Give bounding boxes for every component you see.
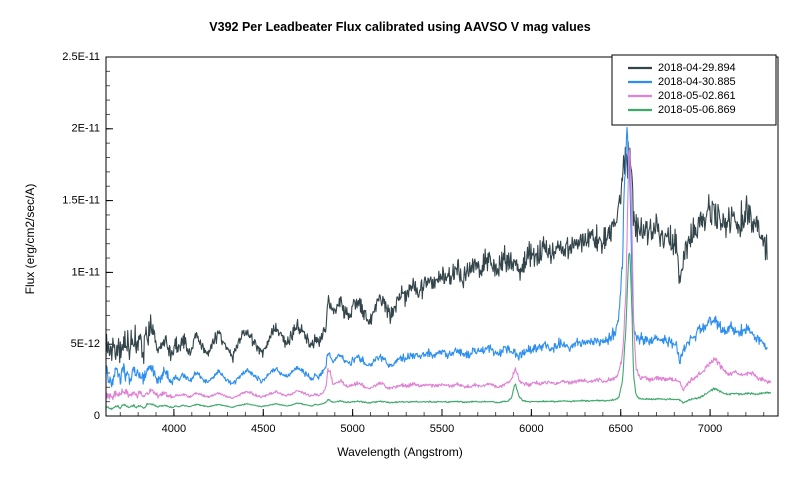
y-tick-label: 2.5E-11 [62,51,100,63]
x-tick-label: 5000 [340,423,364,435]
series-line-4 [105,252,772,410]
x-tick-label: 5500 [430,423,454,435]
series-line-3 [105,149,772,401]
y-tick-label: 0 [94,410,100,422]
x-tick-label: 6000 [519,423,543,435]
y-tick-label: 1.5E-11 [62,195,100,207]
series-line-2 [105,126,768,388]
series-line-1 [105,141,768,365]
legend-box [611,54,777,126]
chart-legend: 2018-04-29.894 2018-04-30.885 2018-05-02.8… [611,54,777,126]
y-tick-label: 1E-11 [71,266,100,278]
x-tick-label: 6500 [608,423,632,435]
plot-frame [105,56,779,417]
legend-label-3: 2018-05-02.861 [658,90,736,102]
x-tick-label: 4000 [162,423,186,435]
legend-label-4: 2018-05-06.869 [658,104,736,116]
y-tick-label: 5E-12 [71,338,100,350]
axis-ticks: 4000 4500 5000 5500 6000 6500 7000 0 5E-12 1E-11 1… [62,51,765,435]
y-tick-label: 2E-11 [71,123,100,135]
x-tick-label: 7000 [698,423,722,435]
series-group [105,126,772,410]
legend-label-1: 2018-04-29.894 [658,62,736,74]
legend-label-2: 2018-04-30.885 [658,76,736,88]
x-axis-label: Wavelength (Angstrom) [337,445,463,459]
chart-title: V392 Per Leadbeater Flux calibrated usin… [209,20,591,34]
x-tick-label: 4500 [251,423,275,435]
